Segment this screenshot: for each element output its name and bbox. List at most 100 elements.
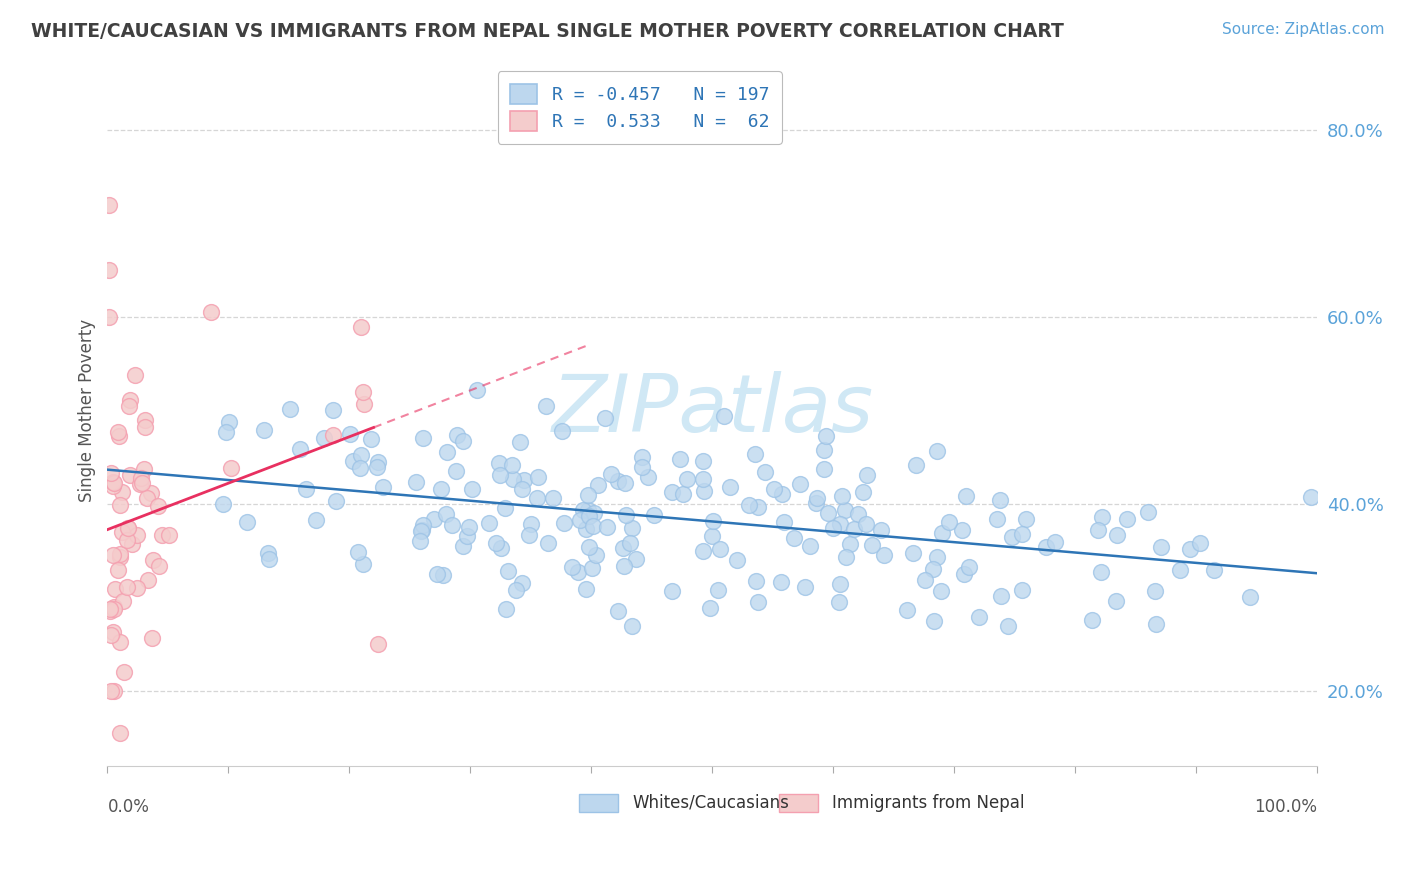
Point xyxy=(446,427,468,442)
Point xyxy=(927,550,949,565)
Point xyxy=(1116,512,1139,526)
Point xyxy=(132,462,155,476)
Point xyxy=(451,434,474,448)
Text: 0.0%: 0.0% xyxy=(107,797,149,815)
Point xyxy=(139,485,162,500)
Point xyxy=(451,540,474,554)
Point xyxy=(1189,535,1212,549)
Point xyxy=(117,521,139,535)
Point xyxy=(595,520,617,534)
Point xyxy=(257,552,280,566)
Point xyxy=(411,523,433,537)
Point xyxy=(371,480,394,494)
Point xyxy=(115,533,138,547)
Point xyxy=(744,447,766,461)
Point xyxy=(1202,563,1225,577)
Point xyxy=(1143,583,1166,598)
Point xyxy=(693,484,716,499)
Point xyxy=(489,541,512,555)
Point xyxy=(1043,534,1066,549)
Point xyxy=(631,460,654,475)
Point xyxy=(793,580,815,594)
Point xyxy=(488,456,510,470)
Point xyxy=(456,529,478,543)
Text: Whites/Caucasians: Whites/Caucasians xyxy=(633,794,789,812)
Point xyxy=(148,558,170,573)
Point xyxy=(692,472,714,486)
Point xyxy=(219,461,242,475)
Point xyxy=(98,604,121,618)
Point xyxy=(637,470,659,484)
Point xyxy=(541,491,564,505)
Point xyxy=(1011,527,1033,541)
Point xyxy=(107,563,129,577)
Point xyxy=(405,475,427,489)
Point xyxy=(150,528,173,542)
Point xyxy=(817,506,839,520)
Point xyxy=(134,420,156,434)
Point xyxy=(1299,490,1322,504)
Point xyxy=(692,543,714,558)
Point xyxy=(101,624,124,639)
Point xyxy=(108,549,131,564)
Point xyxy=(567,565,589,579)
Point xyxy=(537,536,560,550)
Point xyxy=(127,581,149,595)
Point xyxy=(914,573,936,587)
Point xyxy=(502,471,524,485)
Point xyxy=(121,536,143,550)
Point xyxy=(432,568,454,582)
Point xyxy=(585,548,607,562)
Point xyxy=(218,415,240,429)
Point xyxy=(235,516,257,530)
Point xyxy=(921,561,943,575)
Point xyxy=(446,464,468,478)
Point xyxy=(422,512,444,526)
Point xyxy=(713,409,735,423)
Text: 100.0%: 100.0% xyxy=(1254,797,1317,815)
Point xyxy=(586,478,609,492)
Point xyxy=(112,594,135,608)
Point xyxy=(101,548,124,562)
Point xyxy=(631,450,654,464)
Point xyxy=(1105,528,1128,542)
Point xyxy=(706,583,728,598)
Point xyxy=(1170,563,1192,577)
Point xyxy=(1144,616,1167,631)
Point xyxy=(141,632,163,646)
Point xyxy=(103,602,125,616)
FancyBboxPatch shape xyxy=(779,794,818,812)
Point xyxy=(412,518,434,533)
Point xyxy=(412,431,434,445)
Point xyxy=(806,491,828,505)
Point xyxy=(813,462,835,476)
Point xyxy=(1035,541,1057,555)
Point xyxy=(671,487,693,501)
Point xyxy=(131,471,153,485)
Point xyxy=(1090,566,1112,580)
Point xyxy=(430,482,453,496)
Point xyxy=(860,538,883,552)
Point xyxy=(1105,594,1128,608)
Point xyxy=(582,506,605,520)
Point xyxy=(702,514,724,528)
Point xyxy=(990,589,1012,603)
Point xyxy=(828,517,851,532)
Text: ZIPatlas: ZIPatlas xyxy=(551,371,873,450)
Point xyxy=(612,558,634,573)
Point xyxy=(614,508,637,522)
Point xyxy=(411,524,433,539)
Point xyxy=(97,198,120,212)
Point xyxy=(624,552,647,566)
Point xyxy=(561,560,583,574)
Point xyxy=(101,479,124,493)
Point xyxy=(108,634,131,648)
Point xyxy=(967,609,990,624)
Point xyxy=(108,547,131,561)
Point xyxy=(747,594,769,608)
Point xyxy=(576,503,599,517)
Point xyxy=(146,499,169,513)
Point xyxy=(574,582,596,596)
Point xyxy=(136,491,159,505)
Point xyxy=(367,637,389,651)
